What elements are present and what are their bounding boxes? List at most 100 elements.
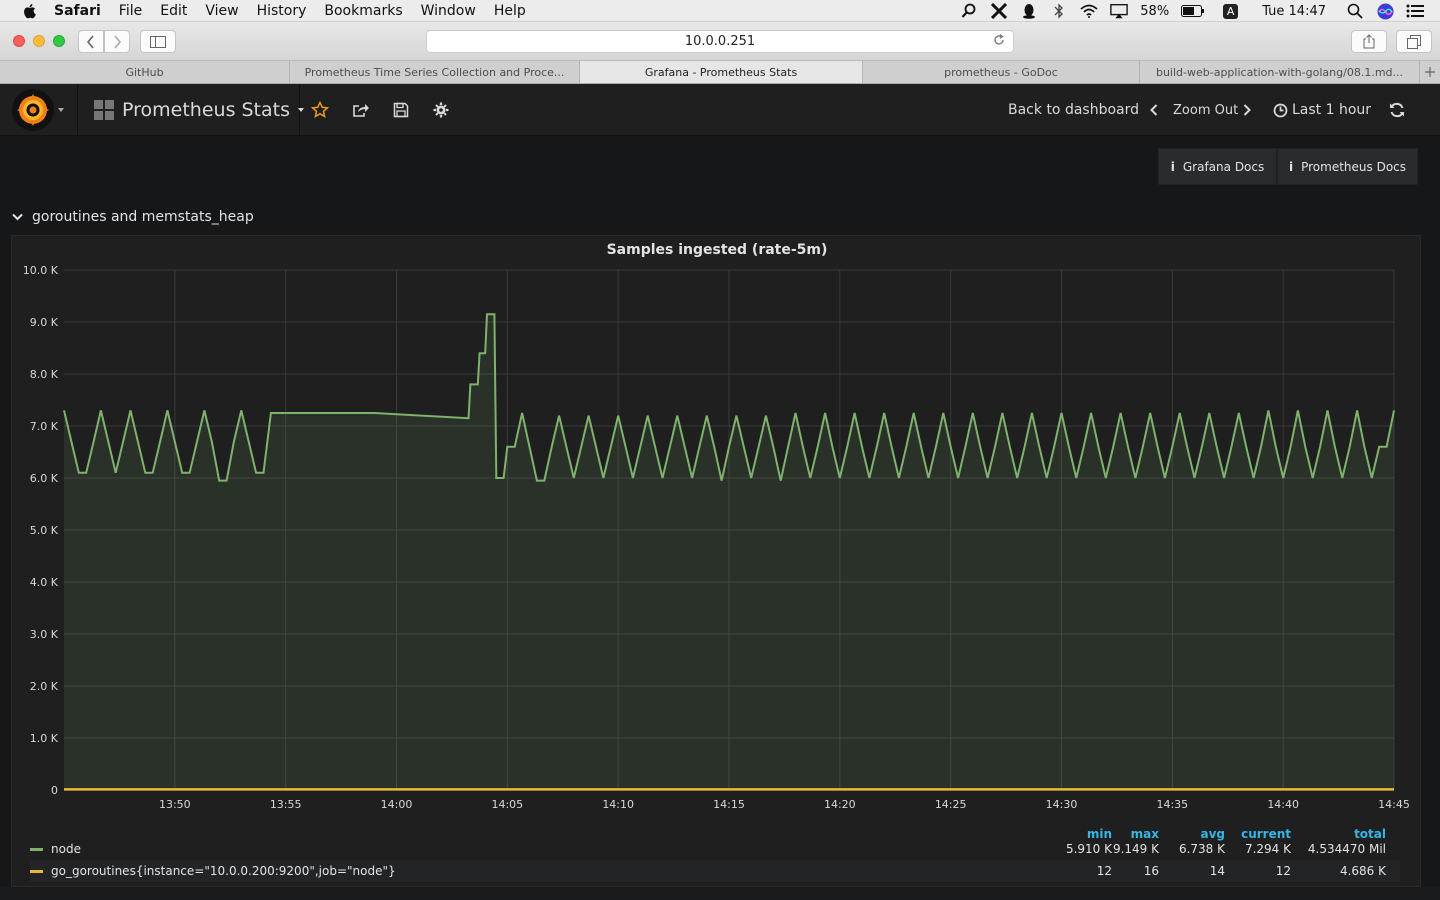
- legend-header-min[interactable]: min: [1086, 827, 1112, 841]
- y-axis-tick-label: 7.0 K: [30, 420, 59, 433]
- spotlight-search-icon[interactable]: [1346, 3, 1364, 19]
- x-axis-tick-label: 14:10: [602, 798, 634, 811]
- star-dashboard-button[interactable]: [308, 98, 332, 122]
- legend-swatch[interactable]: [30, 869, 43, 873]
- siri-icon[interactable]: [1376, 3, 1394, 19]
- sidebar-toggle-button[interactable]: [140, 30, 176, 53]
- x-axis-tick-label: 14:30: [1046, 798, 1078, 811]
- refresh-button[interactable]: [1389, 84, 1405, 136]
- menu-history[interactable]: History: [256, 2, 307, 19]
- input-source-icon[interactable]: A: [1223, 3, 1239, 19]
- time-shift-back-button[interactable]: [1149, 84, 1159, 136]
- y-axis-tick-label: 9.0 K: [30, 316, 59, 329]
- refresh-icon: [1390, 102, 1404, 118]
- chevron-left-icon: [1150, 104, 1158, 116]
- menu-view[interactable]: View: [205, 2, 239, 19]
- menu-app-name[interactable]: Safari: [54, 2, 101, 19]
- star-icon: [311, 101, 329, 119]
- series-line[interactable]: [63, 313, 1395, 482]
- chevron-down-icon: [12, 213, 24, 221]
- legend-value-min: 12: [1096, 864, 1112, 878]
- grafana-docs-label: Grafana Docs: [1182, 159, 1265, 174]
- window-minimize-button[interactable]: [33, 35, 45, 47]
- x-axis-tick-label: 14:05: [491, 798, 523, 811]
- legend-value-current: 12: [1275, 864, 1291, 878]
- chevron-right-icon: [114, 34, 122, 49]
- prometheus-docs-link[interactable]: i Prometheus Docs: [1277, 148, 1418, 185]
- tab-github[interactable]: GitHub: [0, 61, 290, 83]
- browser-toolbar: 10.0.0.251: [0, 22, 1440, 61]
- y-axis-tick-label: 0: [51, 784, 58, 797]
- legend-header-max[interactable]: max: [1130, 827, 1159, 841]
- legend-swatch[interactable]: [30, 847, 43, 851]
- legend-series-name[interactable]: go_goroutines{instance="10.0.0.200:9200"…: [51, 864, 396, 878]
- time-shift-forward-button[interactable]: [1242, 84, 1252, 136]
- legend-header-avg[interactable]: avg: [1200, 827, 1225, 841]
- y-axis-tick-label: 10.0 K: [23, 264, 59, 277]
- legend-value-max: 16: [1143, 864, 1159, 878]
- y-axis-tick-label: 1.0 K: [30, 732, 59, 745]
- forward-button[interactable]: [104, 30, 130, 53]
- legend-header-current[interactable]: current: [1241, 827, 1291, 841]
- tab-prometheus-godoc[interactable]: prometheus - GoDoc: [863, 61, 1140, 83]
- wifi-icon[interactable]: [1080, 3, 1098, 19]
- tab-grafana-prometheus-stats[interactable]: Grafana - Prometheus Stats: [580, 61, 863, 83]
- graph-panel: Samples ingested (rate-5m) 0 1.0 K 2.0 K 3.…: [11, 235, 1421, 887]
- x-app-icon[interactable]: [990, 3, 1008, 19]
- grafana-docs-link[interactable]: i Grafana Docs: [1158, 148, 1277, 185]
- tab-prometheus-time-series[interactable]: Prometheus Time Series Collection and Pr…: [290, 61, 580, 83]
- menu-edit[interactable]: Edit: [160, 2, 188, 19]
- window-bottom-edge: [0, 887, 1440, 900]
- panel-title[interactable]: Samples ingested (rate-5m): [606, 242, 828, 258]
- menu-help[interactable]: Help: [493, 2, 526, 19]
- info-icon: i: [1288, 159, 1294, 174]
- show-tabs-button[interactable]: [1396, 30, 1432, 53]
- dashboard-picker[interactable]: Prometheus Stats: [78, 84, 305, 136]
- tab-build-web-application[interactable]: build-web-application-with-golang/08.1.m…: [1140, 61, 1420, 83]
- menu-bookmarks[interactable]: Bookmarks: [324, 2, 403, 19]
- x-axis-tick-label: 14:45: [1378, 798, 1410, 811]
- address-bar[interactable]: 10.0.0.251: [426, 30, 1014, 53]
- save-dashboard-button[interactable]: [389, 98, 413, 122]
- y-axis-tick-label: 6.0 K: [30, 472, 59, 485]
- bluetooth-icon[interactable]: [1050, 3, 1068, 19]
- menu-clock[interactable]: Tue 14:47: [1262, 3, 1326, 19]
- notification-center-icon[interactable]: [1406, 3, 1424, 19]
- x-axis-tick-label: 13:50: [159, 798, 191, 811]
- graph-axes: 0 1.0 K 2.0 K 3.0 K 4.0 K 5.0 K 6.0 K 7.0 K 8.0 …: [23, 264, 1410, 811]
- y-axis-tick-label: 5.0 K: [30, 524, 59, 537]
- legend-series-name[interactable]: node: [51, 842, 81, 856]
- magnifier-tool-icon[interactable]: [960, 3, 978, 19]
- dashboard-title: Prometheus Stats: [122, 99, 291, 121]
- menu-window[interactable]: Window: [420, 2, 476, 19]
- caret-down-icon: [58, 108, 64, 112]
- battery-percent: 58%: [1140, 3, 1170, 19]
- graph-series: [63, 313, 1395, 791]
- battery-icon[interactable]: [1181, 3, 1205, 19]
- legend-value-avg: 6.738 K: [1178, 842, 1225, 856]
- zoom-out-button[interactable]: Zoom Out: [1173, 84, 1238, 136]
- x-axis-tick-label: 14:40: [1267, 798, 1299, 811]
- window-close-button[interactable]: [13, 35, 25, 47]
- back-button[interactable]: [78, 30, 104, 53]
- back-to-dashboard-button[interactable]: Back to dashboard: [1008, 84, 1139, 136]
- legend-value-avg: 14: [1209, 864, 1225, 878]
- save-icon: [393, 102, 409, 118]
- legend-header-total[interactable]: total: [1354, 827, 1386, 841]
- window-zoom-button[interactable]: [53, 35, 65, 47]
- qq-penguin-icon[interactable]: [1020, 3, 1038, 19]
- menu-file[interactable]: File: [118, 2, 143, 19]
- y-axis-tick-label: 8.0 K: [30, 368, 59, 381]
- apple-menu-icon[interactable]: [20, 2, 38, 20]
- new-tab-button[interactable]: [1420, 61, 1440, 83]
- graph-canvas[interactable]: 0 1.0 K 2.0 K 3.0 K 4.0 K 5.0 K 6.0 K 7.0 K 8.0 …: [12, 236, 1422, 888]
- reload-icon[interactable]: [993, 34, 1005, 50]
- x-axis-tick-label: 14:20: [824, 798, 856, 811]
- airplay-icon[interactable]: [1110, 3, 1129, 19]
- time-picker-button[interactable]: Last 1 hour: [1273, 84, 1371, 136]
- grafana-menu-button[interactable]: [0, 84, 78, 136]
- dashboard-settings-button[interactable]: [429, 98, 453, 122]
- dashboard-row-toggle[interactable]: goroutines and memstats_heap: [12, 207, 254, 227]
- share-button[interactable]: [1351, 30, 1387, 53]
- share-dashboard-button[interactable]: [349, 98, 373, 122]
